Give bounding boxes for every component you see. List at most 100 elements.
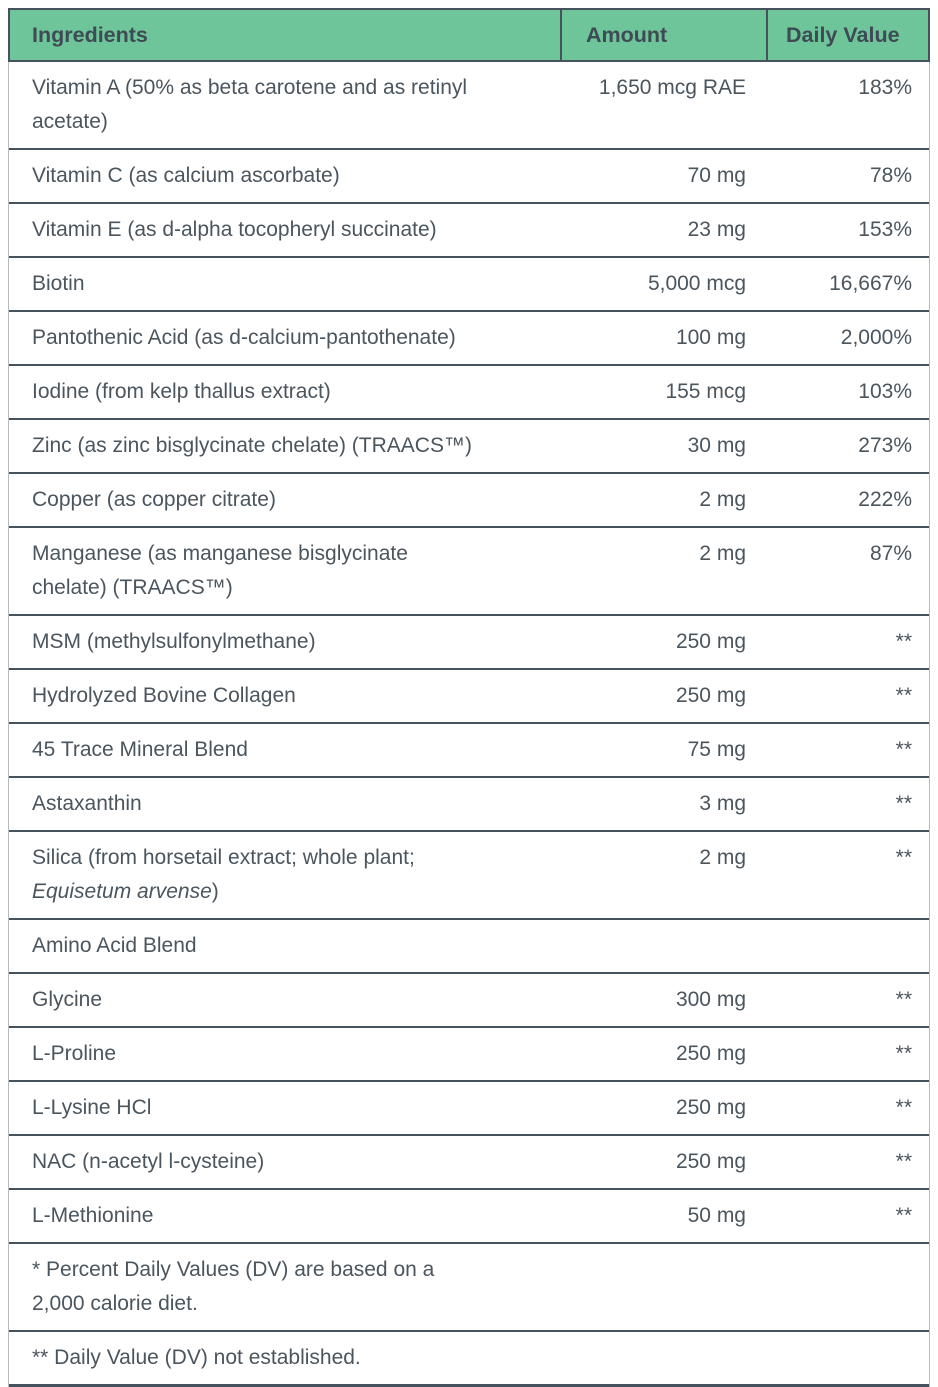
column-header-label: Amount	[586, 22, 668, 47]
table-body: Vitamin A (50% as beta carotene and as r…	[9, 62, 929, 1387]
ingredient-latin-name: Equisetum arvense	[32, 880, 212, 903]
column-header-daily-value: Daily Value	[768, 10, 932, 60]
daily-value-cell: **	[895, 1042, 912, 1065]
ingredient-line: chelate) (TRAACS™)	[32, 576, 233, 599]
ingredient-cell: Manganese (as manganese bisglycinate chel…	[9, 537, 561, 605]
daily-value-cell: **	[895, 1150, 912, 1173]
amount-cell: 23 mg	[687, 218, 746, 241]
footnote-line: 2,000 calorie diet.	[32, 1292, 198, 1315]
ingredient-line: Equisetum arvense)	[32, 875, 549, 909]
amount-cell: 250 mg	[675, 630, 746, 653]
table-header-row: Ingredients Amount Daily Value	[8, 8, 930, 62]
table-row: Vitamin C (as calcium ascorbate) 70 mg 7…	[9, 150, 929, 204]
ingredient-line: Vitamin E (as d-alpha tocopheryl succina…	[32, 218, 437, 241]
table-row: Glycine 300 mg **	[9, 974, 929, 1028]
table-row: Vitamin A (50% as beta carotene and as r…	[9, 62, 929, 150]
table-row: Pantothenic Acid (as d-calcium-pantothen…	[9, 312, 929, 366]
amount-cell: 70 mg	[687, 164, 746, 187]
daily-value-cell: 78%	[869, 164, 912, 187]
table-row: L-Lysine HCl 250 mg **	[9, 1082, 929, 1136]
daily-value-cell: **	[895, 792, 912, 815]
ingredient-line: Iodine (from kelp thallus extract)	[32, 380, 331, 403]
table-row: 45 Trace Mineral Blend 75 mg **	[9, 724, 929, 778]
amount-cell: 50 mg	[687, 1204, 746, 1227]
column-header-amount: Amount	[562, 10, 768, 60]
table-row: MSM (methylsulfonylmethane) 250 mg **	[9, 616, 929, 670]
ingredient-line: Vitamin C (as calcium ascorbate)	[32, 164, 340, 187]
ingredient-cell: Vitamin E (as d-alpha tocopheryl succina…	[9, 213, 561, 247]
ingredient-line: acetate)	[32, 110, 108, 133]
footnote-line: ** Daily Value (DV) not established.	[32, 1346, 361, 1369]
ingredient-cell: Zinc (as zinc bisglycinate chelate) (TRA…	[9, 429, 561, 463]
ingredient-line: Astaxanthin	[32, 792, 142, 815]
amount-cell: 250 mg	[675, 1096, 746, 1119]
amount-cell: 250 mg	[675, 684, 746, 707]
daily-value-cell: **	[895, 1096, 912, 1119]
ingredient-line: Hydrolyzed Bovine Collagen	[32, 684, 296, 707]
amount-cell: 2 mg	[699, 488, 746, 511]
table-row: NAC (n-acetyl l-cysteine) 250 mg **	[9, 1136, 929, 1190]
daily-value-cell: **	[895, 738, 912, 761]
amount-cell: 250 mg	[675, 1150, 746, 1173]
table-row: Vitamin E (as d-alpha tocopheryl succina…	[9, 204, 929, 258]
ingredient-cell: Iodine (from kelp thallus extract)	[9, 375, 561, 409]
amount-cell: 75 mg	[687, 738, 746, 761]
ingredient-cell: L-Lysine HCl	[9, 1091, 561, 1125]
daily-value-cell: 153%	[858, 218, 912, 241]
table-row: Astaxanthin 3 mg **	[9, 778, 929, 832]
amount-cell: 250 mg	[675, 1042, 746, 1065]
table-row: Silica (from horsetail extract; whole pl…	[9, 832, 929, 920]
daily-value-cell: **	[895, 1204, 912, 1227]
amount-cell: 100 mg	[675, 326, 746, 349]
ingredient-line: L-Proline	[32, 1042, 117, 1065]
amount-cell: 30 mg	[687, 434, 746, 457]
daily-value-cell: **	[895, 684, 912, 707]
amount-cell: 2 mg	[699, 542, 746, 565]
footnote-line: * Percent Daily Values (DV) are based on…	[32, 1258, 435, 1281]
table-row: Amino Acid Blend	[9, 920, 929, 974]
ingredient-line: Amino Acid Blend	[32, 934, 197, 957]
ingredient-line: Biotin	[32, 272, 85, 295]
ingredient-cell: NAC (n-acetyl l-cysteine)	[9, 1145, 561, 1179]
ingredient-line: Zinc (as zinc bisglycinate chelate) (TRA…	[32, 434, 472, 457]
ingredient-line: Pantothenic Acid (as d-calcium-pantothen…	[32, 326, 456, 349]
daily-value-cell: 183%	[858, 76, 912, 99]
daily-value-cell: 87%	[869, 542, 912, 565]
amount-cell: 2 mg	[699, 846, 746, 869]
ingredient-cell: Silica (from horsetail extract; whole pl…	[9, 841, 561, 909]
daily-value-cell: **	[895, 988, 912, 1011]
ingredient-cell: L-Proline	[9, 1037, 561, 1071]
supplement-facts-table: Ingredients Amount Daily Value Vitamin A…	[8, 8, 930, 1387]
ingredient-line: L-Lysine HCl	[32, 1096, 152, 1119]
table-row: Zinc (as zinc bisglycinate chelate) (TRA…	[9, 420, 929, 474]
ingredient-cell: 45 Trace Mineral Blend	[9, 733, 561, 767]
footnote-row: * Percent Daily Values (DV) are based on…	[9, 1244, 929, 1332]
daily-value-cell: 222%	[858, 488, 912, 511]
ingredient-cell: MSM (methylsulfonylmethane)	[9, 625, 561, 659]
ingredient-line: Manganese (as manganese bisglycinate	[32, 542, 408, 565]
amount-cell: 3 mg	[699, 792, 746, 815]
ingredient-line: Copper (as copper citrate)	[32, 488, 276, 511]
table-row: L-Methionine 50 mg **	[9, 1190, 929, 1244]
ingredient-cell: Biotin	[9, 267, 561, 301]
ingredient-cell: Vitamin C (as calcium ascorbate)	[9, 159, 561, 193]
amount-cell: 300 mg	[675, 988, 746, 1011]
amount-cell: 5,000 mcg	[647, 272, 746, 295]
ingredient-cell: Copper (as copper citrate)	[9, 483, 561, 517]
table-row: Manganese (as manganese bisglycinate chel…	[9, 528, 929, 616]
daily-value-cell: 103%	[858, 380, 912, 403]
column-header-label: Ingredients	[32, 22, 148, 47]
ingredient-cell: Glycine	[9, 983, 561, 1017]
ingredient-cell: Pantothenic Acid (as d-calcium-pantothen…	[9, 321, 561, 355]
ingredient-line: MSM (methylsulfonylmethane)	[32, 630, 316, 653]
footnote-row: ** Daily Value (DV) not established.	[9, 1332, 929, 1387]
ingredient-cell: L-Methionine	[9, 1199, 561, 1233]
column-header-label: Daily Value	[786, 22, 900, 47]
ingredient-cell: Astaxanthin	[9, 787, 561, 821]
ingredient-line: NAC (n-acetyl l-cysteine)	[32, 1150, 265, 1173]
column-header-ingredients: Ingredients	[10, 10, 562, 60]
table-row: Copper (as copper citrate) 2 mg 222%	[9, 474, 929, 528]
ingredient-line: 45 Trace Mineral Blend	[32, 738, 248, 761]
ingredient-cell: Vitamin A (50% as beta carotene and as r…	[9, 71, 561, 139]
